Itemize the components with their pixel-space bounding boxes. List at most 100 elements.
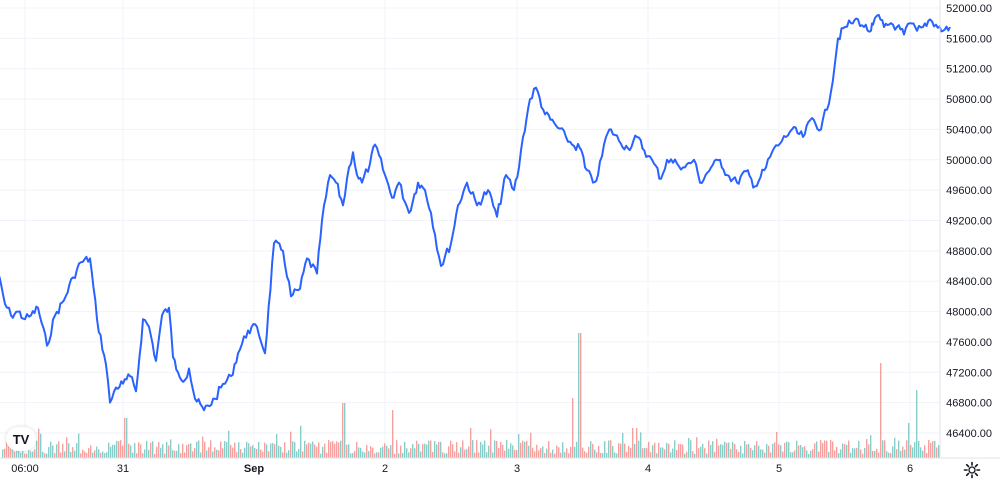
volume-bar	[146, 440, 148, 458]
volume-bar	[112, 444, 114, 458]
volume-bar	[878, 452, 880, 458]
volume-bar	[386, 445, 388, 458]
volume-bar	[704, 448, 706, 458]
volume-bar	[758, 445, 760, 458]
y-tick-label: 50000.00	[946, 155, 992, 167]
volume-bar	[272, 443, 274, 458]
volume-bar	[638, 440, 640, 458]
time-axis[interactable]: 06:00 31 Sep 2 3 4 5 6	[11, 463, 913, 475]
volume-bar	[470, 428, 472, 458]
volume-bar	[808, 453, 810, 458]
volume-bar	[52, 445, 54, 458]
volume-bar	[148, 449, 150, 458]
volume-bar	[874, 451, 876, 458]
volume-bar	[788, 442, 790, 458]
volume-bar	[266, 444, 268, 458]
y-tick-label: 51600.00	[946, 33, 992, 45]
volume-bar	[722, 444, 724, 458]
volume-bar	[896, 449, 898, 458]
volume-bar	[820, 440, 822, 458]
volume-bar	[26, 453, 28, 458]
volume-bar	[448, 446, 450, 458]
volume-bar	[502, 444, 504, 458]
volume-bar	[794, 450, 796, 458]
volume-bar	[770, 452, 772, 458]
volume-bar	[888, 452, 890, 458]
volume-bar	[92, 452, 94, 458]
volume-bar	[790, 452, 792, 458]
volume-bar	[568, 453, 570, 458]
volume-bar	[694, 453, 696, 458]
volume-bar	[210, 440, 212, 458]
volume-bar	[218, 450, 220, 458]
volume-bar	[614, 452, 616, 458]
x-tick-label: 6	[907, 463, 913, 475]
volume-bar	[734, 444, 736, 458]
volume-bar	[544, 453, 546, 458]
volume-bar	[688, 437, 690, 458]
volume-bar	[604, 441, 606, 458]
volume-bar	[76, 443, 78, 458]
volume-bar	[418, 443, 420, 458]
volume-bar	[280, 446, 282, 458]
volume-bar	[114, 444, 116, 458]
volume-bar	[188, 444, 190, 458]
volume-bar	[442, 452, 444, 458]
volume-bar	[88, 448, 90, 458]
y-tick-label: 49200.00	[946, 216, 992, 228]
volume-bar	[782, 451, 784, 458]
volume-bar	[380, 447, 382, 458]
volume-bar	[492, 452, 494, 458]
volume-bar	[648, 441, 650, 458]
tradingview-logo[interactable]: TV	[6, 427, 36, 451]
volume-bar	[656, 453, 658, 458]
volume-bar	[390, 445, 392, 458]
volume-bar	[938, 445, 940, 458]
volume-bar	[792, 452, 794, 458]
volume-bar	[4, 448, 6, 458]
volume-bar	[588, 446, 590, 458]
volume-bar	[632, 428, 634, 458]
volume-bar	[536, 444, 538, 458]
volume-bar	[658, 442, 660, 458]
volume-bar	[256, 448, 258, 458]
volume-bar	[278, 445, 280, 458]
volume-bar	[932, 441, 934, 458]
volume-bar	[230, 444, 232, 458]
volume-bar	[242, 452, 244, 458]
y-tick-label: 49600.00	[946, 185, 992, 197]
volume-bar	[856, 447, 858, 458]
volume-bar	[446, 453, 448, 458]
volume-bar	[668, 443, 670, 458]
volume-bar	[126, 418, 128, 458]
volume-bar	[558, 447, 560, 458]
volume-bar	[706, 453, 708, 458]
volume-bar	[738, 451, 740, 458]
volume-bar	[94, 450, 96, 458]
volume-bar	[336, 441, 338, 458]
volume-bar	[524, 441, 526, 458]
settings-button[interactable]	[962, 460, 982, 480]
volume-bar	[78, 433, 80, 458]
volume-bar	[400, 445, 402, 458]
price-axis[interactable]: 52000.00 51600.00 51200.00 50800.00 50400.00…	[946, 3, 992, 440]
volume-bar	[68, 443, 70, 458]
volume-bar	[682, 444, 684, 458]
volume-bar	[138, 442, 140, 458]
volume-bar	[42, 451, 44, 458]
volume-bar	[168, 445, 170, 458]
volume-bar	[842, 443, 844, 458]
volume-bar	[798, 445, 800, 458]
volume-bar	[598, 445, 600, 458]
volume-bar	[196, 441, 198, 458]
volume-bar	[166, 441, 168, 458]
volume-bar	[526, 440, 528, 458]
volume-bar	[818, 451, 820, 458]
volume-bar	[814, 443, 816, 458]
volume-bar	[850, 452, 852, 458]
x-tick-label: 31	[117, 463, 129, 475]
volume-bar	[698, 448, 700, 458]
x-tick-label: 06:00	[11, 463, 39, 475]
y-tick-label: 47600.00	[946, 337, 992, 349]
volume-bar	[848, 440, 850, 458]
